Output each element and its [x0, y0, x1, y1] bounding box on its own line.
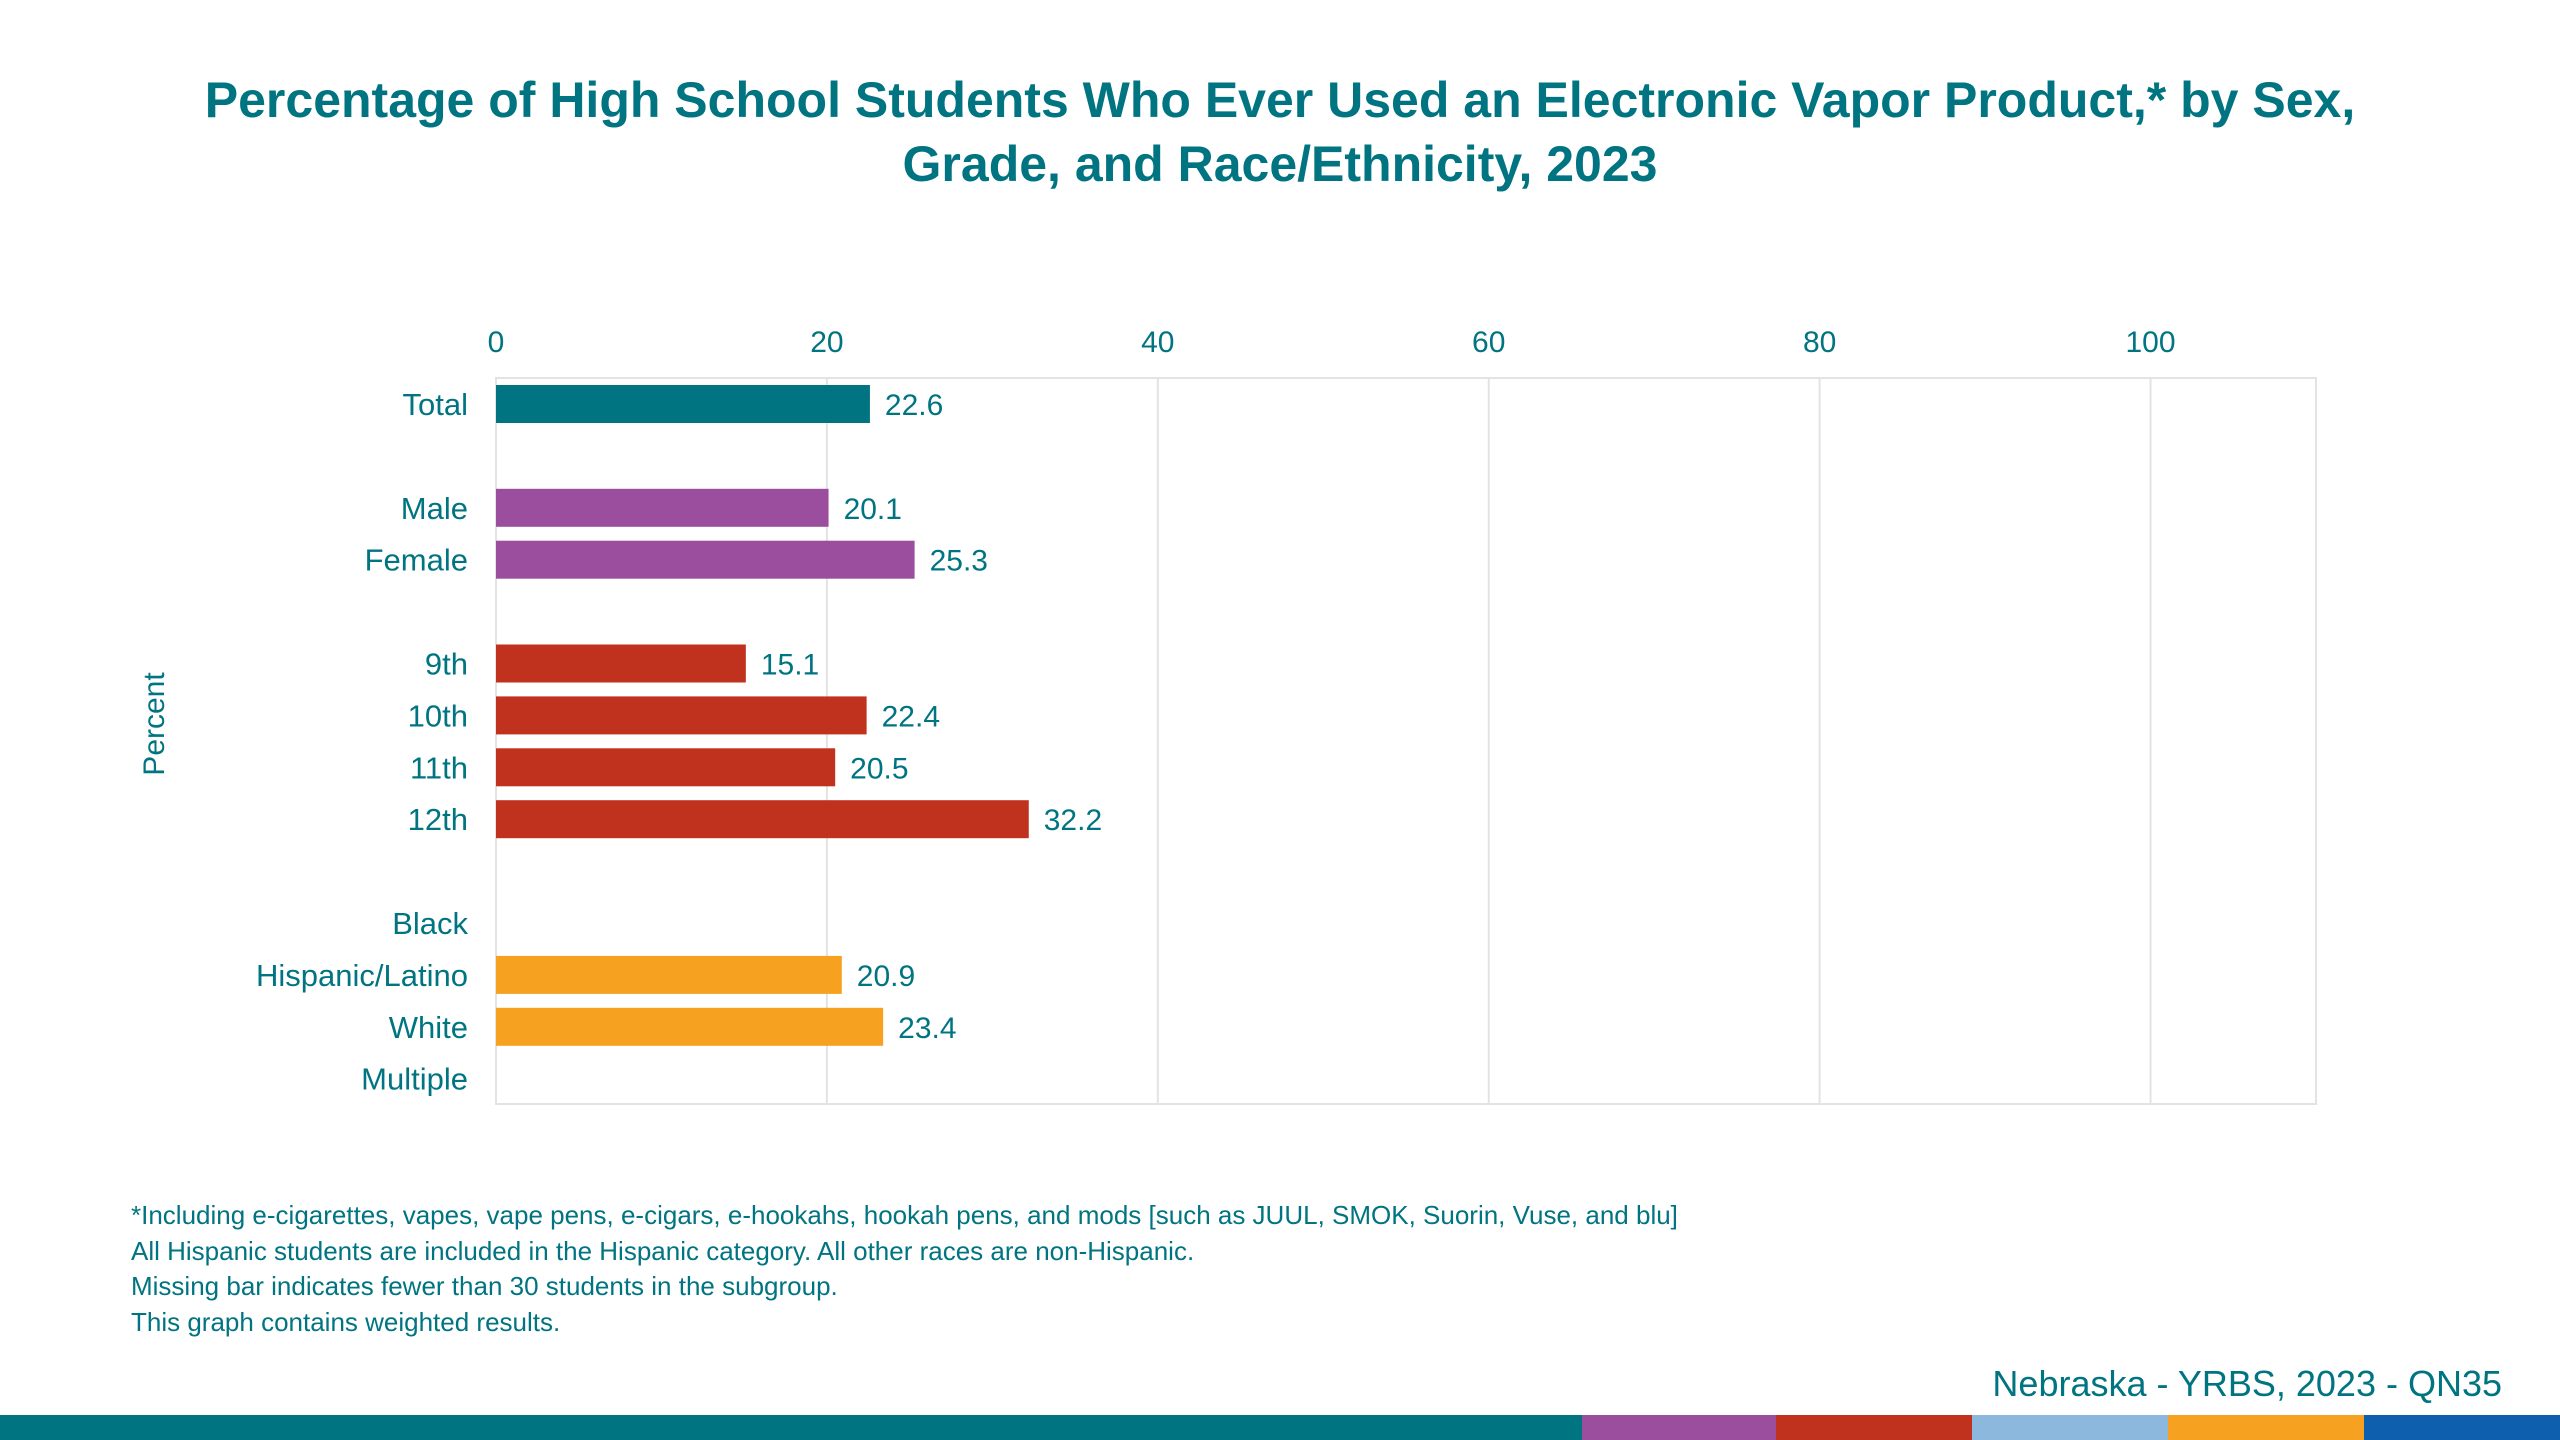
bar — [496, 540, 915, 579]
footnotes: *Including e-cigarettes, vapes, vape pen… — [131, 1198, 1678, 1340]
x-tick-label: 20 — [810, 326, 843, 359]
color-band-segment — [2168, 1415, 2364, 1440]
data-label: 20.5 — [850, 752, 908, 785]
footnote-line: *Including e-cigarettes, vapes, vape pen… — [131, 1200, 1678, 1230]
category-label: Female — [365, 543, 468, 578]
data-label: 32.2 — [1044, 804, 1102, 837]
bar — [496, 696, 867, 735]
data-label: 20.1 — [844, 493, 902, 526]
bar — [496, 644, 746, 683]
color-band-segment — [1972, 1415, 2168, 1440]
category-label: Total — [403, 387, 468, 422]
bar — [496, 748, 836, 787]
category-label: White — [389, 1010, 468, 1045]
color-band-segment — [1776, 1415, 1972, 1440]
x-tick-label: 80 — [1803, 326, 1836, 359]
data-label: 25.3 — [930, 545, 988, 578]
bar — [496, 385, 870, 423]
data-label: 15.1 — [761, 649, 819, 682]
data-label: 22.4 — [882, 700, 940, 733]
footnote-line: This graph contains weighted results. — [131, 1306, 561, 1337]
y-axis-label: Percent — [138, 672, 171, 776]
category-label: 9th — [425, 647, 468, 682]
plot-frame — [495, 377, 2317, 1105]
bar — [496, 1007, 884, 1046]
category-label: 11th — [410, 750, 468, 785]
color-band-segment — [2364, 1415, 2560, 1440]
x-tick-label: 100 — [2126, 326, 2176, 359]
data-label: 23.4 — [898, 1012, 956, 1045]
category-label: 12th — [408, 802, 468, 837]
category-label: 10th — [408, 698, 468, 733]
category-label: Hispanic/Latino — [256, 958, 468, 993]
bar — [496, 488, 829, 527]
bar — [496, 955, 842, 994]
data-label: 22.6 — [885, 389, 943, 422]
footnote-line: All Hispanic students are included in th… — [131, 1235, 1195, 1266]
x-tick-label: 0 — [488, 326, 505, 359]
x-tick-label: 40 — [1141, 326, 1174, 359]
category-label: Male — [401, 491, 468, 526]
footnote-line: Missing bar indicates fewer than 30 stud… — [131, 1271, 838, 1301]
source-label: Nebraska - YRBS, 2023 - QN35 — [1992, 1363, 2502, 1404]
color-band-segment — [0, 1415, 1582, 1440]
bar-chart: 0 20 40 60 80 100 Percent Total 22.6 Male 20.1 Fema… — [138, 326, 2317, 1105]
data-label: 20.9 — [857, 960, 915, 993]
bar — [496, 800, 1029, 839]
x-tick-label: 60 — [1472, 326, 1505, 359]
color-band-segment — [1582, 1415, 1776, 1440]
category-label: Multiple — [361, 1062, 468, 1097]
color-band — [0, 1415, 2560, 1440]
chart-title: Percentage of High School Students Who E… — [204, 72, 2356, 192]
category-label: Black — [392, 906, 468, 941]
